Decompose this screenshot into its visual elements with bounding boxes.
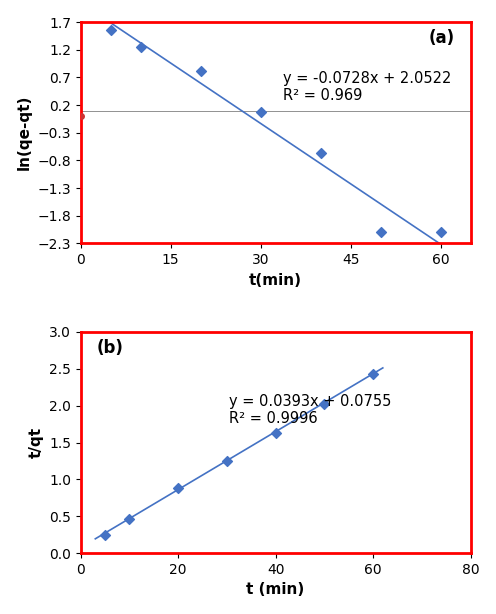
- X-axis label: t(min): t(min): [249, 273, 302, 287]
- Point: [137, 42, 145, 52]
- Point: [125, 515, 133, 524]
- Text: (a): (a): [429, 29, 455, 47]
- Point: [256, 107, 264, 117]
- Point: [320, 399, 328, 409]
- Point: [376, 227, 384, 237]
- Point: [316, 148, 324, 158]
- Y-axis label: t/qt: t/qt: [28, 427, 44, 458]
- Point: [107, 26, 115, 36]
- X-axis label: t (min): t (min): [247, 582, 305, 597]
- Point: [174, 483, 182, 493]
- Point: [223, 456, 231, 466]
- Point: [436, 227, 444, 237]
- Y-axis label: ln(qe-qt): ln(qe-qt): [17, 95, 32, 171]
- Point: [197, 66, 205, 76]
- Text: y = 0.0393x + 0.0755
R² = 0.9996: y = 0.0393x + 0.0755 R² = 0.9996: [229, 394, 391, 426]
- Point: [369, 369, 377, 379]
- Point: [101, 530, 109, 540]
- Text: y = -0.0728x + 2.0522
R² = 0.969: y = -0.0728x + 2.0522 R² = 0.969: [283, 71, 452, 103]
- Text: (b): (b): [96, 338, 123, 357]
- Point: [272, 428, 280, 438]
